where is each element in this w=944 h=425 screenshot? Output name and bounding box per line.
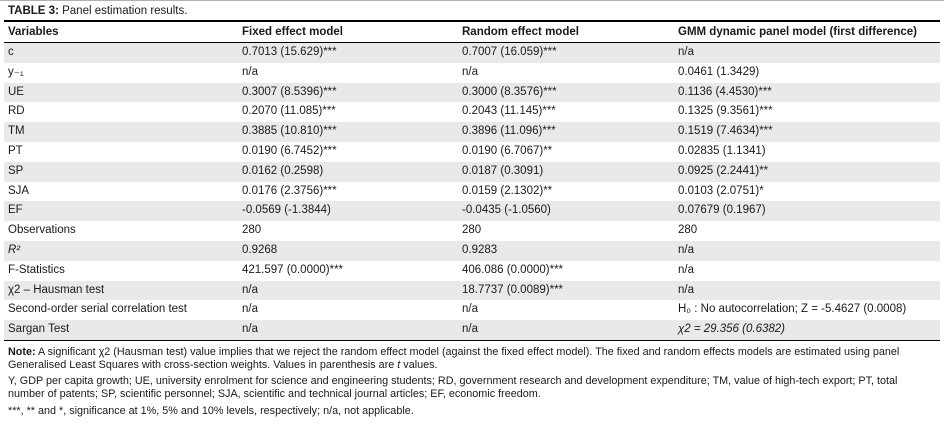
variable-cell: EF — [8, 204, 23, 217]
value-cell: 0.0159 (2.1302)** — [462, 184, 553, 197]
variable-cell: χ2 – Hausman test — [8, 283, 105, 296]
value-cell: n/a — [462, 323, 478, 336]
column-header-fixed-effect: Fixed effect model — [238, 22, 458, 43]
value-cell: 0.0187 (0.3091) — [462, 164, 544, 177]
value-cell: 280 — [242, 224, 262, 237]
value-cell: 0.3885 (10.810)*** — [242, 125, 337, 138]
table-notes: Note: A significant χ2 (Hausman test) va… — [4, 341, 940, 425]
column-header-random-effect: Random effect model — [458, 22, 674, 43]
table-row: F-Statistics 421.597 (0.0000)*** 406.086 (… — [4, 261, 940, 281]
value-cell: 0.1325 (9.3561)*** — [678, 105, 773, 118]
variable-cell: c — [8, 46, 14, 58]
variable-cell: Second-order serial correlation test — [8, 303, 187, 316]
value-cell: n/a — [242, 65, 258, 78]
value-cell: n/a — [678, 263, 694, 276]
value-cell: 0.1519 (7.4634)*** — [678, 125, 773, 138]
value-cell: 0.3007 (8.5396)*** — [242, 85, 337, 98]
note-t-symbol: t — [397, 359, 401, 372]
table-row: Second-order serial correlation test n/a n… — [4, 300, 940, 320]
value-cell: 406.086 (0.0000)*** — [462, 263, 564, 276]
value-cell: 0.0190 (6.7452)*** — [242, 144, 337, 157]
note-paragraph: Note: A significant χ2 (Hausman test) va… — [8, 346, 936, 372]
value-cell: 0.7013 (15.629)*** — [242, 46, 337, 58]
table-title-text: Panel estimation results. — [62, 5, 188, 17]
variable-cell: UE — [8, 85, 24, 98]
table-row: RD 0.2070 (11.085)*** 0.2043 (11.145)*** 0.… — [4, 102, 940, 122]
value-cell: -0.0569 (-1.3844) — [242, 204, 331, 217]
value-cell: n/a — [242, 303, 258, 316]
value-cell: 0.7007 (16.059)*** — [462, 46, 557, 58]
table-row: TM 0.3885 (10.810)*** 0.3896 (11.096)*** 0.… — [4, 122, 940, 142]
value-cell: 280 — [678, 224, 698, 237]
variable-cell: R² — [8, 243, 21, 256]
table-row: PT 0.0190 (6.7452)*** 0.0190 (6.7067)** 0.0… — [4, 142, 940, 162]
value-cell: 280 — [462, 224, 482, 237]
value-cell: 0.9283 — [462, 243, 498, 256]
table-row: χ2 – Hausman test n/a 18.7737 (0.0089)*** n… — [4, 280, 940, 301]
value-cell: 0.0925 (2.2441)** — [678, 164, 769, 177]
table-row: Observations 280 280 280 — [4, 221, 940, 241]
variable-cell: Observations — [8, 224, 76, 237]
value-cell: 18.7737 (0.0089)*** — [462, 283, 564, 296]
value-cell: n/a — [242, 283, 258, 296]
value-cell: n/a — [678, 283, 694, 296]
abbreviations-note: Y, GDP per capita growth; UE, university… — [8, 375, 898, 401]
significance-note: ***, ** and *, significance at 1%, 5% an… — [8, 404, 414, 417]
column-header-variables: Variables — [4, 22, 238, 43]
column-header-gmm: GMM dynamic panel model (first differenc… — [674, 22, 940, 43]
note-label: Note: — [8, 345, 36, 358]
variable-cell: SJA — [8, 184, 30, 197]
table-row: SP 0.0162 (0.2598) 0.0187 (0.3091) 0.0925 (… — [4, 161, 940, 182]
value-cell: 0.02835 (1.1341) — [678, 144, 766, 157]
value-cell: 0.0176 (2.3756)*** — [242, 184, 337, 197]
note-body: A significant χ2 (Hausman test) value im… — [8, 345, 900, 372]
value-cell: χ2 = 29.356 (0.6382) — [678, 323, 785, 336]
value-cell: 0.07679 (0.1967) — [678, 204, 766, 217]
table-row: SJA 0.0176 (2.3756)*** 0.0159 (2.1302)** 0.… — [4, 182, 940, 202]
variable-cell: TM — [8, 125, 25, 138]
value-cell: 0.9268 — [242, 243, 278, 256]
table-row: EF -0.0569 (-1.3844) -0.0435 (-1.0560) 0.07… — [4, 201, 940, 222]
value-cell: 0.1136 (4.4530)*** — [678, 85, 772, 98]
table-row: Sargan Test n/a n/a χ2 = 29.356 (0.6382) — [4, 320, 940, 341]
table-row: UE 0.3007 (8.5396)*** 0.3000 (8.3576)*** 0.… — [4, 82, 940, 103]
table-row: y₋₁ n/a n/a 0.0461 (1.3429) — [4, 63, 940, 83]
value-cell: 0.3000 (8.3576)*** — [462, 85, 557, 98]
value-cell: n/a — [678, 46, 694, 58]
value-cell: H₀ : No autocorrelation; Z = -5.4627 (0.… — [678, 303, 907, 316]
value-cell: n/a — [462, 303, 478, 316]
note-tail: values. — [403, 359, 438, 372]
variable-cell: F-Statistics — [8, 263, 65, 276]
variable-cell: PT — [8, 144, 23, 157]
variable-cell: Sargan Test — [8, 323, 70, 336]
value-cell: -0.0435 (-1.0560) — [462, 204, 551, 217]
value-cell: 0.0103 (2.0751)* — [678, 184, 764, 197]
table-row: c 0.7013 (15.629)*** 0.7007 (16.059)*** n/a — [4, 42, 940, 63]
table-title-label: TABLE 3: — [8, 5, 59, 17]
value-cell: 0.2043 (11.145)*** — [462, 105, 556, 118]
value-cell: n/a — [462, 65, 478, 78]
value-cell: 421.597 (0.0000)*** — [242, 263, 344, 276]
variable-cell: RD — [8, 105, 25, 118]
value-cell: n/a — [678, 243, 694, 256]
variable-cell: SP — [8, 164, 24, 177]
value-cell: 0.2070 (11.085)*** — [242, 105, 336, 118]
results-table: Variables Fixed effect model Random effe… — [4, 22, 940, 341]
table-header-row: Variables Fixed effect model Random effe… — [4, 22, 940, 43]
table-title: TABLE 3: Panel estimation results. — [4, 1, 940, 22]
value-cell: 0.0461 (1.3429) — [678, 65, 760, 78]
value-cell: 0.0190 (6.7067)** — [462, 144, 553, 157]
value-cell: n/a — [242, 323, 258, 336]
value-cell: 0.0162 (0.2598) — [242, 164, 324, 177]
table-row: R² 0.9268 0.9283 n/a — [4, 240, 940, 261]
variable-cell: y₋₁ — [8, 65, 24, 78]
value-cell: 0.3896 (11.096)*** — [462, 125, 556, 138]
table-body: c 0.7013 (15.629)*** 0.7007 (16.059)*** n/a… — [4, 42, 940, 341]
